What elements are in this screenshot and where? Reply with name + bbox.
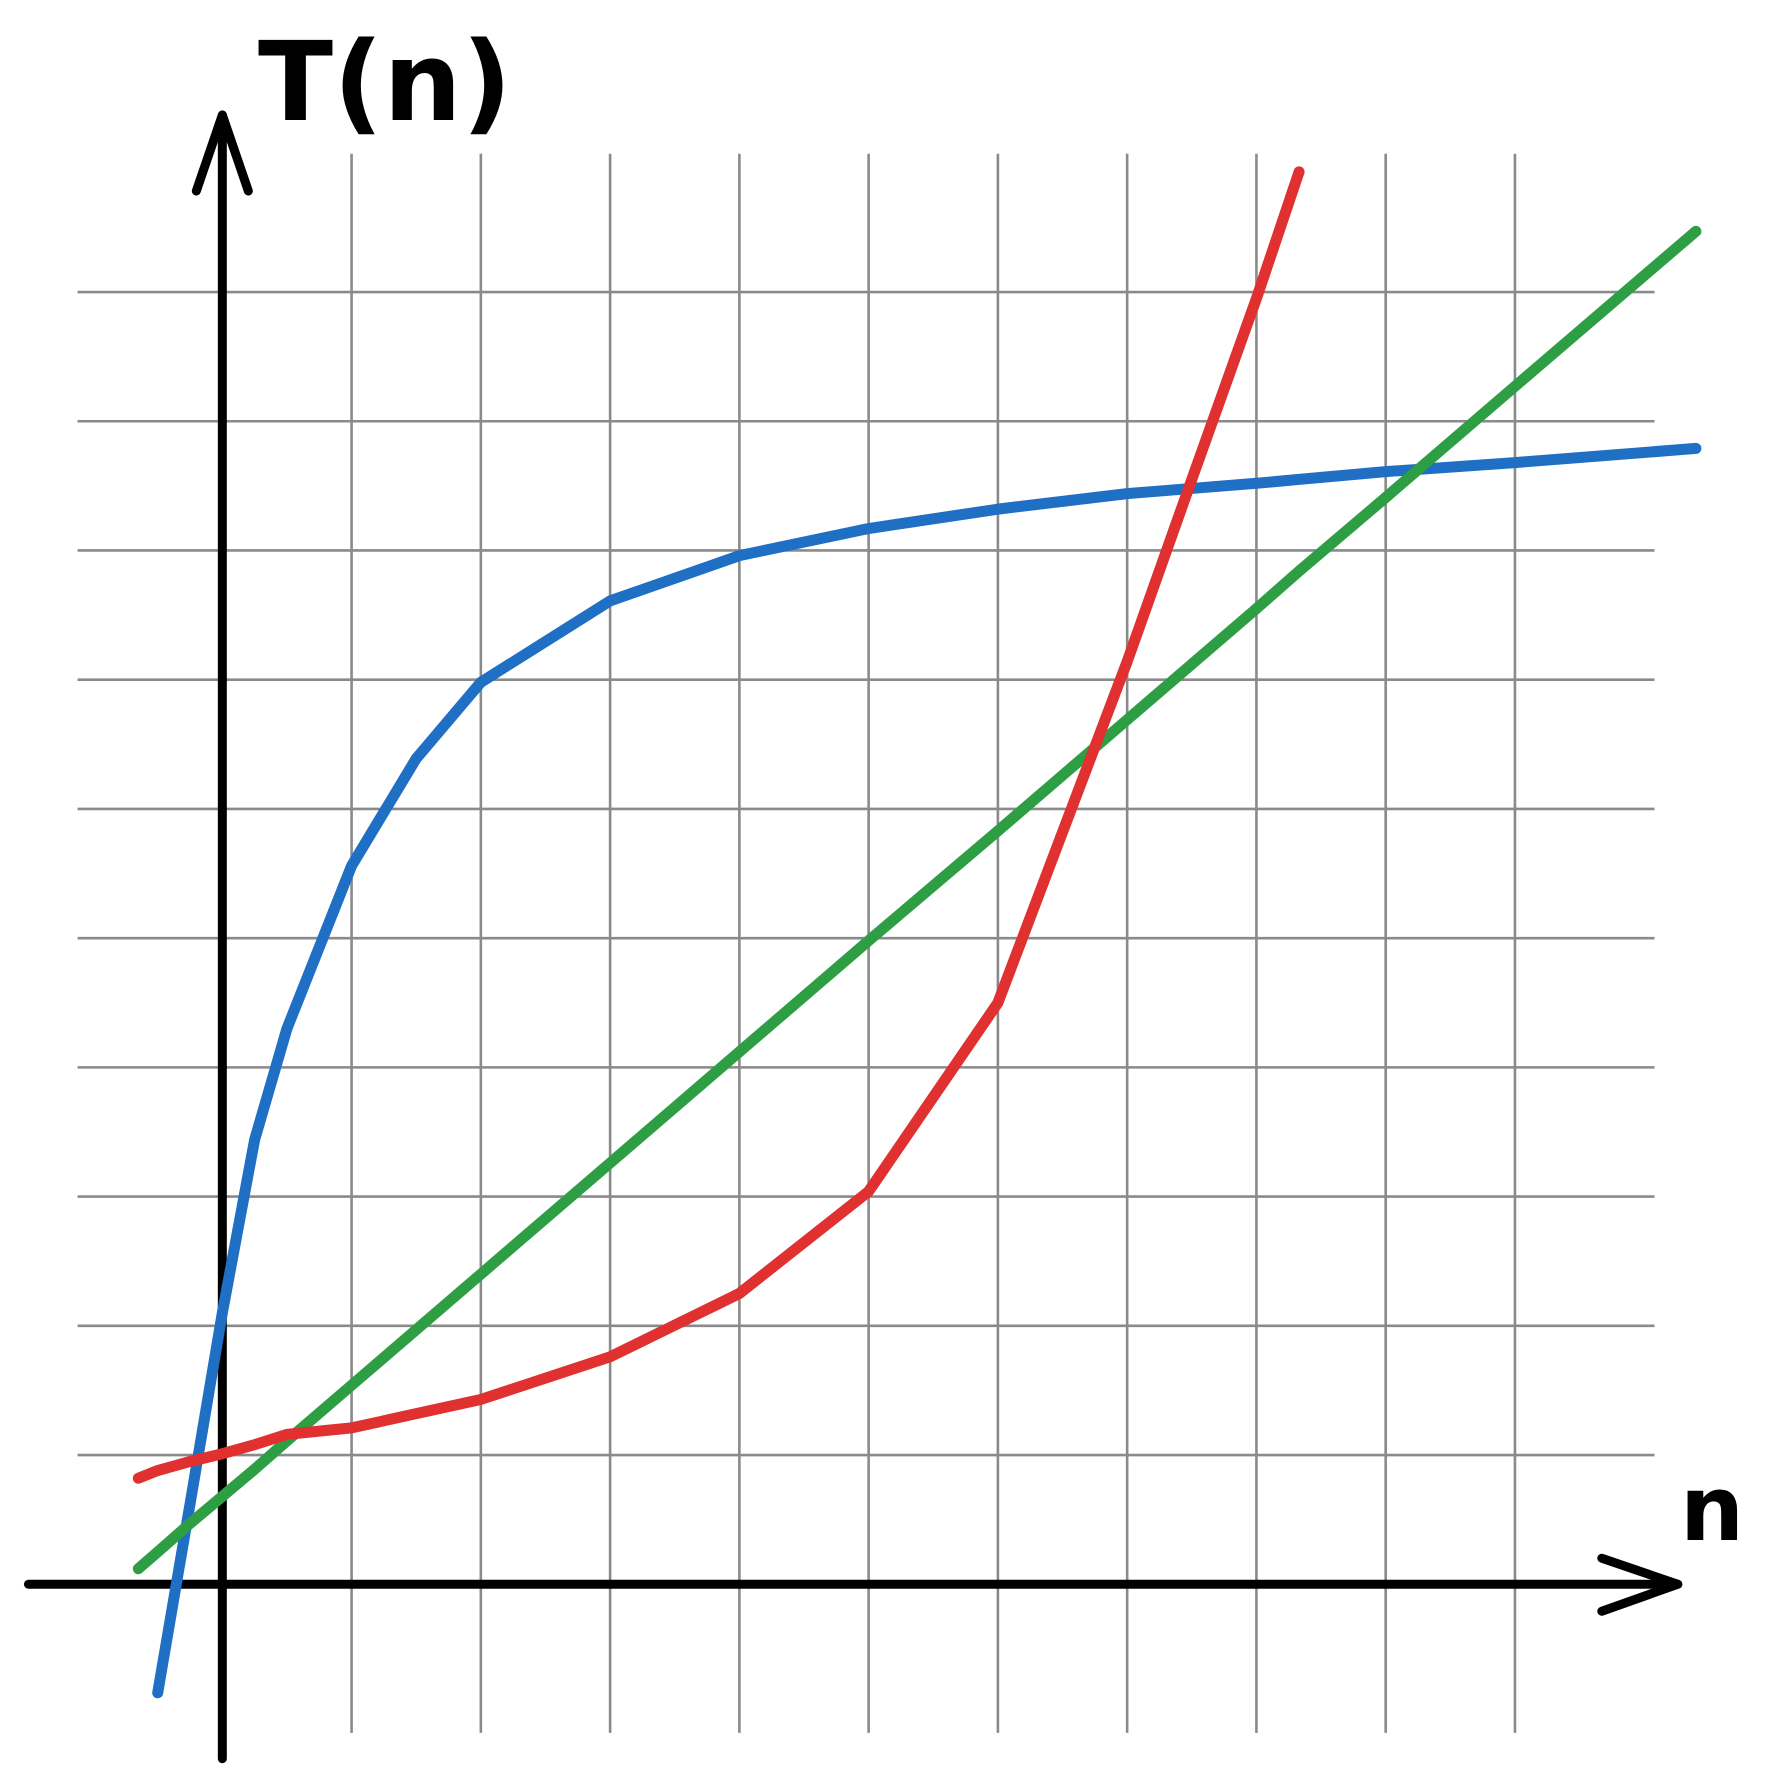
y-axis-arrow <box>191 110 253 196</box>
line-series <box>132 166 1305 1484</box>
x-axis-arrow <box>1597 1553 1683 1616</box>
line-series <box>132 225 1702 1575</box>
line-series <box>152 442 1702 1699</box>
x-axis-label: n <box>1680 1457 1744 1562</box>
y-axis-label: T(n) <box>258 18 512 146</box>
